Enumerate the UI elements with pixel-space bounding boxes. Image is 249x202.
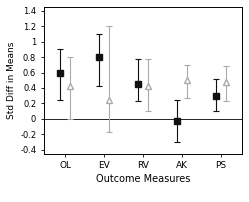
Y-axis label: Std Diff in Means: Std Diff in Means [7, 42, 16, 119]
X-axis label: Outcome Measures: Outcome Measures [96, 174, 190, 184]
